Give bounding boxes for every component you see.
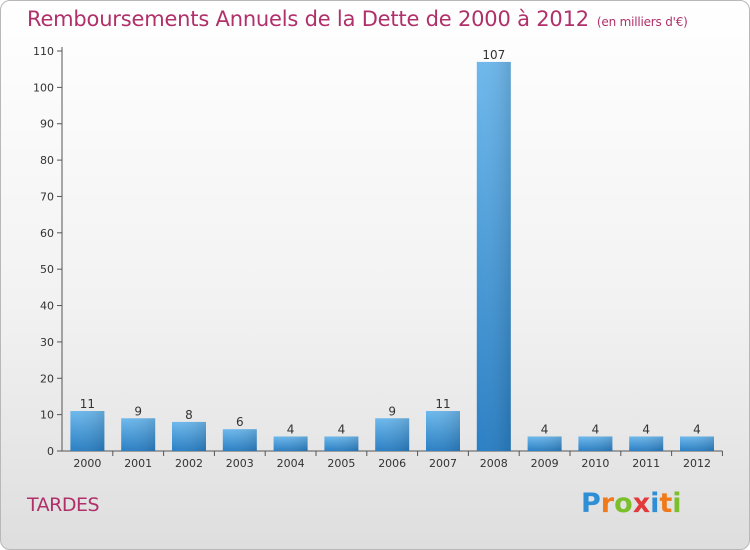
bar-shade: [476, 61, 511, 452]
value-label: 9: [388, 404, 396, 418]
bar-shade: [680, 436, 714, 451]
value-label: 8: [185, 408, 193, 422]
chart-bars: [70, 61, 714, 452]
x-tick-label: 2010: [581, 457, 609, 470]
chart-axes: 0 10 20 30 40 50 60 70 80 90 100 110: [33, 45, 723, 458]
value-label: 4: [642, 422, 650, 436]
x-tick-label: 2005: [327, 457, 355, 470]
chart-labels: 11 2000 9 2001 8 2002 6 2003 4 2004 4 2005 9 2006 11 20…: [73, 48, 711, 470]
x-tick-label: 2012: [683, 457, 711, 470]
y-tick-label: 80: [40, 154, 54, 167]
bar-shade: [375, 418, 410, 451]
bar-shade: [222, 429, 257, 451]
x-tick-label: 2002: [175, 457, 203, 470]
value-label: 4: [693, 422, 701, 436]
bar-shade: [172, 421, 206, 451]
y-tick-label: 60: [40, 227, 54, 240]
logo-letter: i: [672, 488, 682, 519]
bar-shade: [527, 436, 562, 451]
x-tick-label: 2001: [124, 457, 152, 470]
value-label: 11: [435, 397, 450, 411]
y-tick-label: 70: [40, 190, 54, 203]
logo-letter: i: [650, 488, 660, 519]
value-label: 4: [287, 422, 295, 436]
bar-shade: [273, 436, 308, 451]
bar-shade: [324, 436, 359, 451]
bar-shade: [578, 436, 613, 451]
value-label: 9: [134, 404, 142, 418]
x-tick-label: 2007: [429, 457, 457, 470]
y-tick-label: 0: [47, 445, 54, 458]
x-tick-label: 2000: [73, 457, 101, 470]
logo-letter: P: [581, 488, 601, 519]
commune-name: TARDES: [27, 494, 100, 516]
x-tick-label: 2006: [378, 457, 406, 470]
bar-shade: [70, 411, 105, 451]
chart-title: Remboursements Annuels de la Dette de 20…: [27, 7, 688, 31]
x-tick-label: 2011: [632, 457, 660, 470]
value-label: 107: [482, 48, 505, 62]
logo-letter: t: [659, 488, 673, 519]
y-tick-label: 40: [40, 300, 54, 313]
x-tick-label: 2004: [277, 457, 305, 470]
logo-letter: x: [632, 488, 651, 519]
chart-units: (en milliers d'€): [596, 15, 688, 29]
logo-letter: r: [600, 488, 615, 519]
value-label: 4: [592, 422, 600, 436]
y-tick-label: 20: [40, 372, 54, 385]
y-tick-label: 50: [40, 263, 54, 276]
x-tick-label: 2009: [531, 457, 559, 470]
value-label: 4: [541, 422, 549, 436]
y-tick-label: 110: [33, 45, 54, 58]
y-tick-label: 10: [40, 409, 54, 422]
x-tick-label: 2008: [480, 457, 508, 470]
bar-shade: [121, 418, 156, 451]
x-tick-label: 2003: [226, 457, 254, 470]
y-tick-label: 100: [33, 81, 54, 94]
bar-shade: [629, 436, 664, 451]
value-label: 11: [80, 397, 95, 411]
y-tick-label: 30: [40, 336, 54, 349]
chart-title-text: Remboursements Annuels de la Dette de 20…: [27, 7, 589, 31]
bar-shade: [426, 411, 460, 451]
value-label: 4: [338, 422, 346, 436]
y-tick-label: 90: [40, 118, 54, 131]
logo-letter: o: [614, 488, 633, 519]
value-label: 6: [236, 415, 244, 429]
proxiti-logo: Proxiti: [581, 488, 682, 519]
